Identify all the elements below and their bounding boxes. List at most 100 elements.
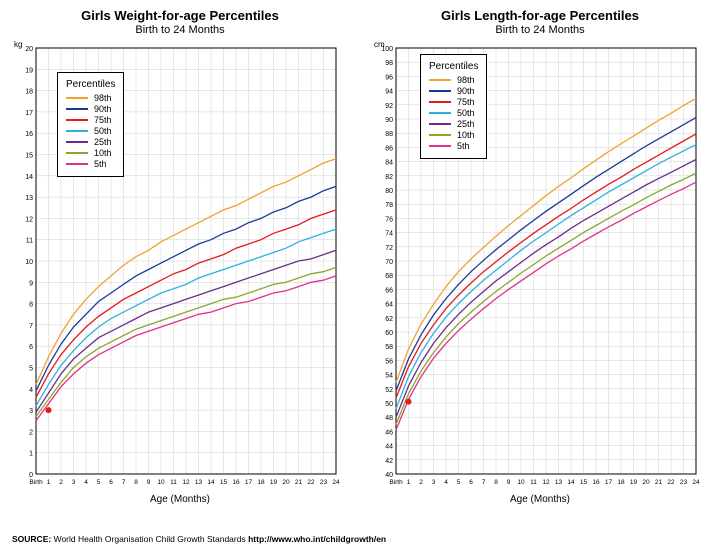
weight-legend: Percentiles98th90th75th50th25th10th5th (57, 72, 124, 177)
weight-plot-wrap: kg 01234567891011121314151617181920Birth… (12, 42, 348, 492)
charts-row: Girls Weight-for-age Percentiles Birth t… (0, 0, 720, 505)
svg-text:9: 9 (507, 479, 511, 486)
svg-text:15: 15 (25, 153, 33, 160)
svg-text:1: 1 (407, 479, 411, 486)
svg-text:90: 90 (385, 117, 393, 124)
svg-text:42: 42 (385, 458, 393, 465)
svg-text:11: 11 (530, 479, 537, 486)
svg-text:18: 18 (25, 89, 33, 96)
length-yunit: cm (374, 40, 385, 49)
svg-text:23: 23 (320, 479, 328, 486)
svg-text:15: 15 (580, 479, 588, 486)
svg-text:82: 82 (385, 174, 393, 181)
svg-text:11: 11 (26, 238, 33, 245)
svg-text:86: 86 (385, 145, 393, 152)
svg-text:94: 94 (385, 89, 393, 96)
svg-text:16: 16 (592, 479, 600, 486)
svg-text:5: 5 (29, 366, 33, 373)
svg-text:3: 3 (72, 479, 76, 486)
svg-text:2: 2 (59, 479, 63, 486)
svg-text:3: 3 (29, 408, 33, 415)
length-xlabel: Age (Months) (372, 494, 708, 505)
weight-yunit: kg (14, 40, 22, 49)
svg-text:19: 19 (270, 479, 278, 486)
svg-text:24: 24 (332, 479, 340, 486)
svg-text:0: 0 (29, 472, 33, 479)
svg-text:1: 1 (47, 479, 51, 486)
svg-text:17: 17 (25, 110, 33, 117)
svg-text:74: 74 (385, 231, 393, 238)
svg-text:2: 2 (419, 479, 423, 486)
svg-text:88: 88 (385, 131, 393, 138)
length-legend: Percentiles98th90th75th50th25th10th5th (420, 54, 487, 159)
svg-text:70: 70 (385, 259, 393, 266)
source-line: SOURCE: World Health Organisation Child … (12, 534, 386, 544)
svg-text:20: 20 (25, 46, 33, 53)
svg-text:6: 6 (29, 344, 33, 351)
svg-text:96: 96 (385, 74, 393, 81)
weight-titles: Girls Weight-for-age Percentiles Birth t… (12, 8, 348, 36)
svg-text:8: 8 (134, 479, 138, 486)
svg-text:20: 20 (282, 479, 290, 486)
svg-text:64: 64 (385, 302, 393, 309)
svg-text:8: 8 (494, 479, 498, 486)
svg-text:10: 10 (25, 259, 33, 266)
svg-text:6: 6 (109, 479, 113, 486)
svg-text:19: 19 (25, 67, 33, 74)
svg-text:12: 12 (25, 216, 33, 223)
source-label: SOURCE: (12, 534, 51, 544)
svg-text:5: 5 (97, 479, 101, 486)
svg-text:17: 17 (605, 479, 613, 486)
svg-text:13: 13 (25, 195, 33, 202)
svg-text:11: 11 (170, 479, 177, 486)
svg-text:68: 68 (385, 273, 393, 280)
svg-text:15: 15 (220, 479, 228, 486)
svg-text:24: 24 (692, 479, 700, 486)
svg-text:78: 78 (385, 202, 393, 209)
svg-text:18: 18 (257, 479, 265, 486)
svg-text:4: 4 (84, 479, 88, 486)
svg-text:14: 14 (567, 479, 575, 486)
svg-text:44: 44 (385, 444, 393, 451)
svg-text:12: 12 (542, 479, 550, 486)
svg-text:1: 1 (29, 451, 33, 458)
svg-text:98: 98 (385, 60, 393, 67)
svg-text:7: 7 (122, 479, 126, 486)
svg-text:7: 7 (29, 323, 33, 330)
svg-text:22: 22 (307, 479, 315, 486)
svg-text:56: 56 (385, 358, 393, 365)
svg-text:66: 66 (385, 287, 393, 294)
length-titles: Girls Length-for-age Percentiles Birth t… (372, 8, 708, 36)
svg-text:5: 5 (457, 479, 461, 486)
svg-text:21: 21 (655, 479, 663, 486)
svg-text:18: 18 (617, 479, 625, 486)
length-subtitle: Birth to 24 Months (372, 24, 708, 36)
weight-xlabel: Age (Months) (12, 494, 348, 505)
svg-text:20: 20 (642, 479, 650, 486)
svg-text:13: 13 (555, 479, 563, 486)
svg-text:14: 14 (25, 174, 33, 181)
svg-text:60: 60 (385, 330, 393, 337)
svg-text:14: 14 (207, 479, 215, 486)
length-plot-wrap: cm 4042444648505254565860626466687072747… (372, 42, 708, 492)
svg-text:8: 8 (29, 302, 33, 309)
svg-text:48: 48 (385, 415, 393, 422)
svg-text:3: 3 (432, 479, 436, 486)
svg-text:72: 72 (385, 245, 393, 252)
svg-text:62: 62 (385, 316, 393, 323)
svg-text:2: 2 (29, 429, 33, 436)
svg-text:23: 23 (680, 479, 688, 486)
weight-title: Girls Weight-for-age Percentiles (12, 8, 348, 23)
length-title: Girls Length-for-age Percentiles (372, 8, 708, 23)
svg-text:9: 9 (147, 479, 151, 486)
svg-text:Birth: Birth (389, 479, 403, 486)
svg-text:80: 80 (385, 188, 393, 195)
svg-text:10: 10 (157, 479, 165, 486)
svg-text:12: 12 (182, 479, 190, 486)
svg-text:7: 7 (482, 479, 486, 486)
length-panel: Girls Length-for-age Percentiles Birth t… (372, 8, 708, 505)
svg-text:10: 10 (517, 479, 525, 486)
svg-text:17: 17 (245, 479, 253, 486)
svg-text:4: 4 (29, 387, 33, 394)
weight-panel: Girls Weight-for-age Percentiles Birth t… (12, 8, 348, 505)
